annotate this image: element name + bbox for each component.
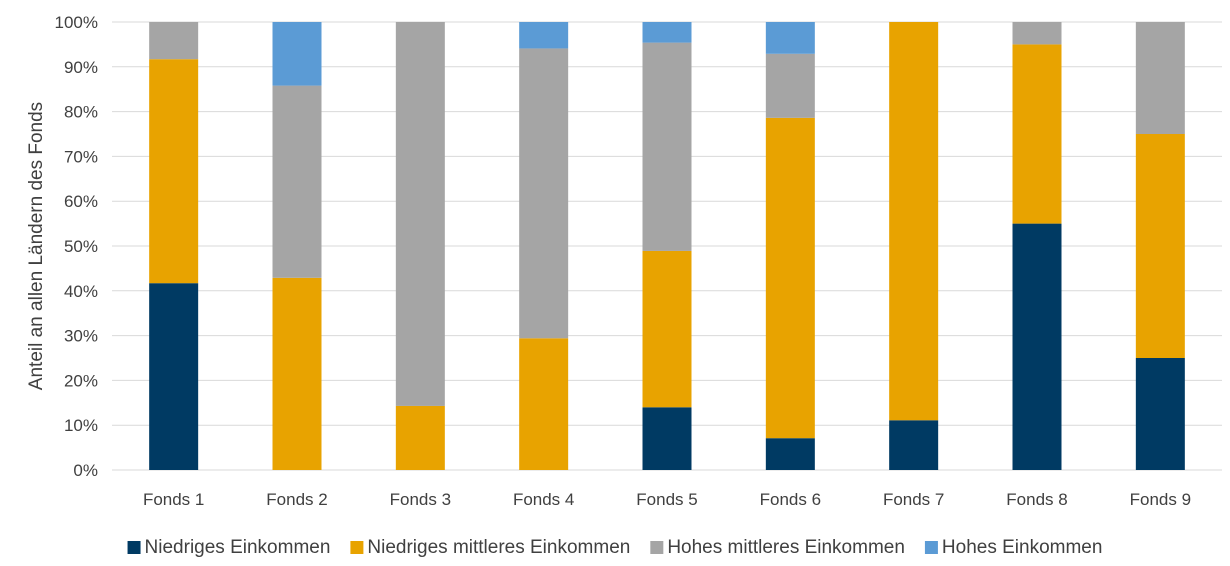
y-tick-label: 70% — [64, 147, 98, 166]
y-axis-ticks: 0% 10% 20% 30% 40% 50% 60% 70% 80% 90% 100% — [55, 13, 98, 480]
legend-label: Hohes Einkommen — [942, 537, 1103, 558]
bar-segment — [519, 48, 569, 339]
legend-item: Niedriges Einkommen — [127, 537, 331, 558]
y-tick-label: 30% — [64, 327, 98, 346]
bar-segment — [765, 438, 815, 470]
bar-segment — [1135, 134, 1185, 358]
legend-item: Hohes Einkommen — [924, 537, 1103, 558]
legend: Niedriges Einkommen Niedriges mittleres E… — [127, 537, 1103, 558]
y-tick-label: 0% — [73, 461, 98, 480]
y-tick-label: 60% — [64, 192, 98, 211]
x-tick-label: Fonds 3 — [390, 490, 451, 509]
bar-segment — [272, 277, 322, 470]
bars — [149, 22, 1185, 470]
bar-segment — [1135, 22, 1185, 134]
y-tick-label: 50% — [64, 237, 98, 256]
y-tick-label: 20% — [64, 371, 98, 390]
legend-label: Niedriges mittleres Einkommen — [367, 537, 630, 558]
bar-segment — [1135, 358, 1185, 470]
bar-segment — [1012, 22, 1062, 45]
x-tick-label: Fonds 9 — [1130, 490, 1191, 509]
bar-segment — [765, 53, 815, 118]
y-axis-title: Anteil an allen Ländern des Fonds — [26, 102, 47, 390]
legend-label: Hohes mittleres Einkommen — [667, 537, 905, 558]
legend-swatch — [350, 541, 364, 554]
bar-segment — [642, 42, 692, 251]
bar-segment — [395, 22, 445, 406]
bar-segment — [765, 22, 815, 54]
legend-item: Hohes mittleres Einkommen — [650, 537, 905, 558]
bar-segment — [889, 22, 939, 421]
y-tick-label: 100% — [55, 13, 98, 32]
y-tick-label: 40% — [64, 282, 98, 301]
bar-segment — [519, 338, 569, 470]
bar-segment — [149, 59, 199, 284]
bar-segment — [642, 22, 692, 43]
y-tick-label: 80% — [64, 103, 98, 122]
x-tick-label: Fonds 2 — [266, 490, 327, 509]
x-axis-ticks: Fonds 1 Fonds 2 Fonds 3 Fonds 4 Fonds 5 Fonds… — [143, 490, 1191, 509]
legend-swatch — [924, 541, 938, 554]
bar-segment — [149, 283, 199, 470]
legend-label: Niedriges Einkommen — [145, 537, 331, 558]
bar-segment — [889, 420, 939, 470]
y-tick-label: 90% — [64, 58, 98, 77]
bar-segment — [642, 407, 692, 470]
legend-item: Niedriges mittleres Einkommen — [350, 537, 630, 558]
y-tick-label: 10% — [64, 416, 98, 435]
x-tick-label: Fonds 4 — [513, 490, 574, 509]
legend-swatch — [127, 541, 141, 554]
x-tick-label: Fonds 7 — [883, 490, 944, 509]
bar-segment — [765, 117, 815, 439]
bar-segment — [1012, 223, 1062, 470]
x-tick-label: Fonds 5 — [636, 490, 697, 509]
bar-segment — [519, 22, 569, 49]
bar-segment — [642, 250, 692, 408]
legend-swatch — [650, 541, 664, 554]
bar-segment — [272, 85, 322, 278]
bar-segment — [272, 22, 322, 86]
bar-segment — [1012, 44, 1062, 224]
bar-segment — [395, 405, 445, 470]
x-tick-label: Fonds 6 — [760, 490, 821, 509]
x-tick-label: Fonds 1 — [143, 490, 204, 509]
x-tick-label: Fonds 8 — [1006, 490, 1067, 509]
bar-segment — [149, 22, 199, 60]
